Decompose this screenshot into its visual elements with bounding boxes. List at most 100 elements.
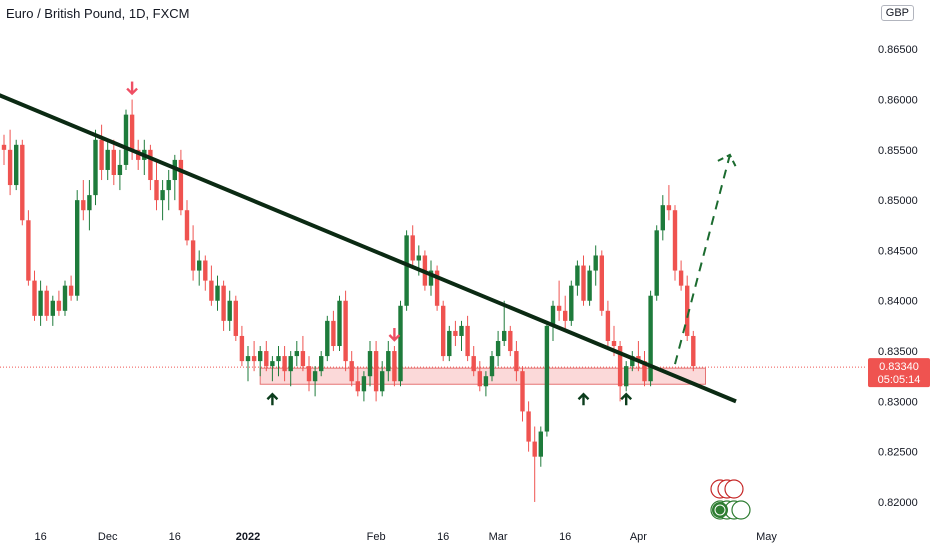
up-arrow-icon[interactable] (266, 392, 279, 406)
candle-body (26, 220, 31, 281)
candle-body (477, 371, 482, 387)
candle-body (355, 381, 360, 392)
candle-body (465, 325, 470, 357)
candle-body (630, 356, 635, 367)
candle-body (380, 371, 385, 392)
candle-body (599, 255, 604, 311)
candle-body (691, 335, 696, 367)
candle-body (306, 366, 312, 382)
candle-body (575, 265, 580, 286)
candle-body (483, 376, 489, 387)
candle-body (672, 210, 678, 271)
candle-body (87, 195, 92, 211)
x-tick-label: 16 (559, 531, 571, 543)
candle-body (624, 366, 629, 387)
projection-line[interactable] (674, 154, 731, 365)
candle-body (453, 330, 458, 336)
candle-body (593, 255, 598, 271)
y-tick-label: 0.83500 (878, 346, 918, 358)
y-tick-label: 0.83000 (878, 396, 918, 408)
x-tick-label: 16 (437, 531, 449, 543)
candle-body (20, 144, 25, 221)
candle-body (398, 305, 403, 382)
candle-body (392, 351, 397, 382)
chart-title: Euro / British Pound, 1D, FXCM (6, 6, 190, 21)
price-tag-value: 0.83340 (879, 361, 919, 373)
candle-body (129, 114, 135, 150)
candle-body (544, 325, 550, 432)
candle-body (556, 305, 562, 311)
y-tick-label: 0.85000 (878, 195, 918, 207)
y-tick-label: 0.82500 (878, 447, 918, 459)
candle-body (617, 346, 623, 387)
candle-body (373, 351, 379, 392)
candle-body (68, 285, 74, 296)
candle-body (538, 431, 543, 457)
candle-body (581, 265, 586, 301)
y-tick-label: 0.82000 (878, 497, 918, 509)
candle-body (648, 295, 653, 382)
candle-body (319, 356, 324, 372)
candle-body (611, 340, 617, 347)
candle-body (361, 376, 367, 392)
candle-body (264, 351, 269, 367)
candle-body (386, 351, 391, 372)
candle-body (434, 270, 440, 306)
candle-body (520, 371, 525, 412)
candle-body (325, 320, 330, 357)
candle-body (282, 356, 287, 372)
candle-body (105, 149, 110, 170)
candle-body (178, 159, 184, 211)
x-tick-label: 16 (34, 531, 46, 543)
candle-body (367, 351, 373, 377)
down-arrow-icon[interactable] (388, 328, 401, 342)
x-tick-label: Feb (367, 531, 386, 543)
candle-body (270, 361, 275, 367)
candle-body (209, 280, 214, 301)
candle-body (81, 200, 86, 211)
candle-body (50, 300, 55, 316)
candle-body (508, 330, 513, 352)
candle-body (666, 205, 672, 211)
candle-body (532, 441, 537, 457)
candle-body (239, 335, 245, 362)
y-tick-label: 0.86500 (878, 44, 918, 56)
x-tick-label: Dec (98, 531, 118, 543)
candle-body (62, 285, 68, 311)
up-arrow-icon[interactable] (620, 392, 633, 406)
candle-body (404, 235, 409, 306)
trendline[interactable] (0, 84, 737, 404)
candle-body (312, 371, 318, 382)
candle-body (166, 180, 171, 191)
candle-body (636, 356, 641, 362)
candle-body (160, 190, 165, 201)
y-tick-label: 0.86000 (878, 95, 918, 107)
candle-body (428, 270, 434, 286)
candle-body (93, 139, 98, 196)
candle-body (331, 320, 336, 347)
candle-body (300, 351, 306, 367)
down-arrow-icon[interactable] (126, 81, 138, 96)
candle-body (117, 164, 123, 175)
up-arrow-icon[interactable] (577, 392, 590, 406)
candle-body (441, 305, 446, 357)
candle-body (203, 260, 208, 281)
candle-body (258, 351, 263, 362)
candle-body (349, 361, 354, 382)
candle-body (38, 290, 43, 316)
y-tick-label: 0.84500 (878, 245, 918, 257)
candle-body (44, 290, 49, 316)
y-tick-label: 0.85500 (878, 145, 918, 157)
candle-body (233, 300, 238, 336)
candle-body (148, 149, 153, 181)
x-tick-label: May (756, 531, 777, 543)
currency-label[interactable]: GBP (880, 5, 914, 21)
projection-arrowhead (717, 153, 737, 168)
price-tag-countdown: 05:05:14 (878, 374, 921, 386)
candle-body (245, 356, 251, 362)
candle-body (123, 114, 129, 165)
economic-events-icon[interactable] (710, 479, 751, 520)
